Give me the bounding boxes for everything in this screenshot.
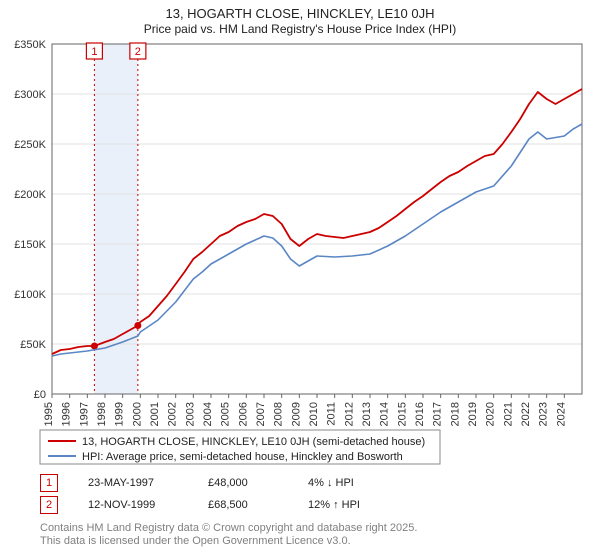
svg-text:2012: 2012 [343, 402, 355, 426]
svg-text:1995: 1995 [43, 402, 55, 426]
svg-text:2005: 2005 [220, 402, 232, 426]
svg-text:2006: 2006 [237, 402, 249, 426]
footnote-line: Contains HM Land Registry data © Crown c… [40, 522, 588, 535]
transaction-date: 12-NOV-1999 [88, 499, 178, 511]
svg-text:2: 2 [135, 46, 141, 58]
transactions-table: 1 23-MAY-1997 £48,000 4% ↓ HPI 2 12-NOV-… [0, 468, 600, 516]
svg-text:2010: 2010 [308, 402, 320, 426]
svg-text:1: 1 [91, 46, 97, 58]
svg-text:£100K: £100K [14, 289, 46, 301]
footnote-line: This data is licensed under the Open Gov… [40, 535, 588, 548]
svg-text:2022: 2022 [520, 402, 532, 426]
svg-text:2011: 2011 [326, 402, 338, 426]
svg-text:2002: 2002 [167, 402, 179, 426]
svg-text:2001: 2001 [149, 402, 161, 426]
transaction-price: £68,500 [208, 499, 278, 511]
svg-text:1997: 1997 [78, 402, 90, 426]
svg-text:2003: 2003 [184, 402, 196, 426]
svg-text:£350K: £350K [14, 39, 46, 51]
price-vs-hpi-chart: £0 £50K £100K £150K £200K £250K £300K £350K 1995… [0, 38, 600, 428]
svg-text:2024: 2024 [555, 402, 567, 426]
svg-text:HPI: Average price, semi-detac: HPI: Average price, semi-detached house,… [82, 451, 403, 463]
svg-text:£150K: £150K [14, 239, 46, 251]
transaction-marker-icon: 1 [40, 474, 58, 492]
transaction-date: 23-MAY-1997 [88, 477, 178, 489]
svg-text:2019: 2019 [467, 402, 479, 426]
transaction-row: 1 23-MAY-1997 £48,000 4% ↓ HPI [40, 472, 588, 494]
svg-text:1998: 1998 [96, 402, 108, 426]
svg-text:2015: 2015 [396, 402, 408, 426]
svg-text:2023: 2023 [538, 402, 550, 426]
transaction-delta: 4% ↓ HPI [308, 477, 398, 489]
svg-text:2020: 2020 [485, 402, 497, 426]
transaction-delta: 12% ↑ HPI [308, 499, 398, 511]
svg-text:£250K: £250K [14, 139, 46, 151]
transaction-marker-icon: 2 [40, 496, 58, 514]
transaction-price: £48,000 [208, 477, 278, 489]
svg-text:2013: 2013 [361, 402, 373, 426]
svg-text:2021: 2021 [502, 402, 514, 426]
svg-text:2007: 2007 [255, 402, 267, 426]
svg-text:2016: 2016 [414, 402, 426, 426]
svg-text:2009: 2009 [290, 402, 302, 426]
svg-text:1996: 1996 [61, 402, 73, 426]
svg-text:2018: 2018 [449, 402, 461, 426]
legend: 13, HOGARTH CLOSE, HINCKLEY, LE10 0JH (s… [0, 428, 600, 468]
svg-text:2017: 2017 [432, 402, 444, 426]
svg-text:13, HOGARTH CLOSE, HINCKLEY, L: 13, HOGARTH CLOSE, HINCKLEY, LE10 0JH (s… [82, 436, 425, 448]
svg-text:2008: 2008 [273, 402, 285, 426]
svg-text:2014: 2014 [379, 402, 391, 426]
chart-title-line2: Price paid vs. HM Land Registry's House … [0, 22, 600, 38]
svg-text:£50K: £50K [20, 339, 46, 351]
svg-text:£200K: £200K [14, 189, 46, 201]
footnote: Contains HM Land Registry data © Crown c… [0, 516, 600, 548]
svg-text:1999: 1999 [114, 402, 126, 426]
svg-text:2000: 2000 [131, 402, 143, 426]
svg-text:£0: £0 [34, 389, 46, 401]
transaction-row: 2 12-NOV-1999 £68,500 12% ↑ HPI [40, 494, 588, 516]
svg-text:2004: 2004 [202, 402, 214, 426]
svg-text:£300K: £300K [14, 89, 46, 101]
chart-title-line1: 13, HOGARTH CLOSE, HINCKLEY, LE10 0JH [0, 0, 600, 22]
